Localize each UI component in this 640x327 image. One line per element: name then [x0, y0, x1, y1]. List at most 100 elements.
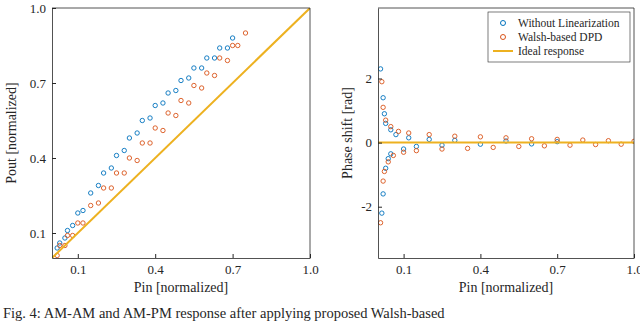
legend: Without LinearizationWalsh-based DPDIdea… — [488, 12, 630, 62]
frame — [634, 8, 635, 258]
frame — [310, 8, 311, 258]
tick-mark — [310, 254, 311, 258]
point — [407, 131, 411, 135]
point — [225, 46, 229, 50]
point — [414, 148, 418, 152]
tick-label: 1.0 — [30, 1, 46, 16]
line — [52, 8, 310, 258]
point — [166, 111, 170, 115]
point — [453, 134, 457, 138]
point — [101, 186, 105, 190]
frame — [378, 8, 634, 9]
point — [555, 137, 559, 141]
legend-symbol — [493, 50, 513, 52]
point — [205, 71, 209, 75]
point — [382, 169, 386, 173]
point — [381, 105, 385, 109]
legend-label: Walsh-based DPD — [518, 31, 602, 43]
tick-label: 0.4 — [148, 262, 165, 277]
point — [122, 148, 126, 152]
point — [218, 56, 222, 60]
point — [381, 96, 385, 100]
point — [114, 171, 118, 175]
point — [174, 113, 178, 117]
axis-line — [52, 9, 53, 259]
point — [407, 136, 411, 140]
tick-mark — [155, 254, 156, 258]
point — [96, 183, 100, 187]
legend-label: Ideal response — [518, 45, 584, 58]
figure: 0.10.40.71.00.10.40.71.0Pin [normalized]… — [0, 0, 640, 327]
point — [179, 78, 183, 82]
point — [205, 56, 209, 60]
point — [153, 126, 157, 130]
point — [380, 80, 384, 84]
tick: 0.1 — [30, 226, 56, 241]
tick-label: 0.1 — [30, 226, 46, 241]
legend-symbol — [501, 35, 506, 40]
point — [114, 153, 118, 157]
point — [478, 135, 482, 139]
tick: 1.0 — [302, 254, 318, 277]
point — [199, 86, 203, 90]
point — [81, 208, 85, 212]
point — [89, 191, 93, 195]
legend-box — [488, 12, 630, 62]
tick-mark — [404, 254, 405, 258]
tick-label: 1.0 — [302, 262, 318, 277]
tick-mark — [52, 8, 56, 9]
tick: 0.4 — [473, 254, 490, 277]
point — [386, 160, 390, 164]
tick-label: 0.4 — [473, 262, 490, 277]
point — [187, 76, 191, 80]
tick-mark — [480, 254, 481, 258]
tick-label: 0.7 — [550, 262, 567, 277]
tick-mark — [233, 254, 234, 258]
tick-mark — [52, 83, 56, 84]
point — [96, 201, 100, 205]
point — [383, 118, 387, 122]
tick: 0.4 — [148, 254, 165, 277]
tick-label: 0 — [366, 135, 373, 150]
tick-mark — [634, 254, 635, 258]
y-axis: -202 — [361, 9, 382, 259]
point — [65, 233, 69, 237]
point — [396, 129, 400, 133]
point — [581, 138, 585, 142]
point — [427, 132, 431, 136]
point — [389, 124, 393, 128]
point — [380, 211, 384, 215]
point — [140, 141, 144, 145]
point — [76, 221, 80, 225]
tick: 0 — [366, 135, 383, 150]
line — [378, 142, 634, 144]
point — [381, 192, 385, 196]
point — [427, 137, 431, 141]
point — [212, 56, 216, 60]
tick-mark — [557, 254, 558, 258]
tick: 0.4 — [30, 151, 56, 166]
point — [225, 58, 229, 62]
point — [491, 145, 495, 149]
point — [161, 128, 165, 132]
point — [63, 236, 67, 240]
point — [153, 103, 157, 107]
panel: 0.10.40.71.00.10.40.71.0Pin [normalized]… — [4, 1, 319, 295]
point — [568, 143, 572, 147]
tick-mark — [378, 207, 382, 208]
caption: Fig. 4: AM-AM and AM-PM response after a… — [3, 305, 445, 321]
point — [230, 43, 234, 47]
tick: 0.1 — [70, 254, 86, 277]
x-axis-title: Pin [normalized] — [459, 280, 553, 295]
plot-area — [52, 8, 310, 258]
point — [81, 221, 85, 225]
point — [109, 186, 113, 190]
point — [381, 179, 385, 183]
tick-label: 1.0 — [626, 262, 640, 277]
legend-symbol — [501, 21, 506, 26]
point — [378, 221, 382, 225]
point — [465, 146, 469, 150]
x-axis: 0.10.40.71.0 — [53, 254, 319, 277]
point — [174, 88, 178, 92]
point — [179, 98, 183, 102]
